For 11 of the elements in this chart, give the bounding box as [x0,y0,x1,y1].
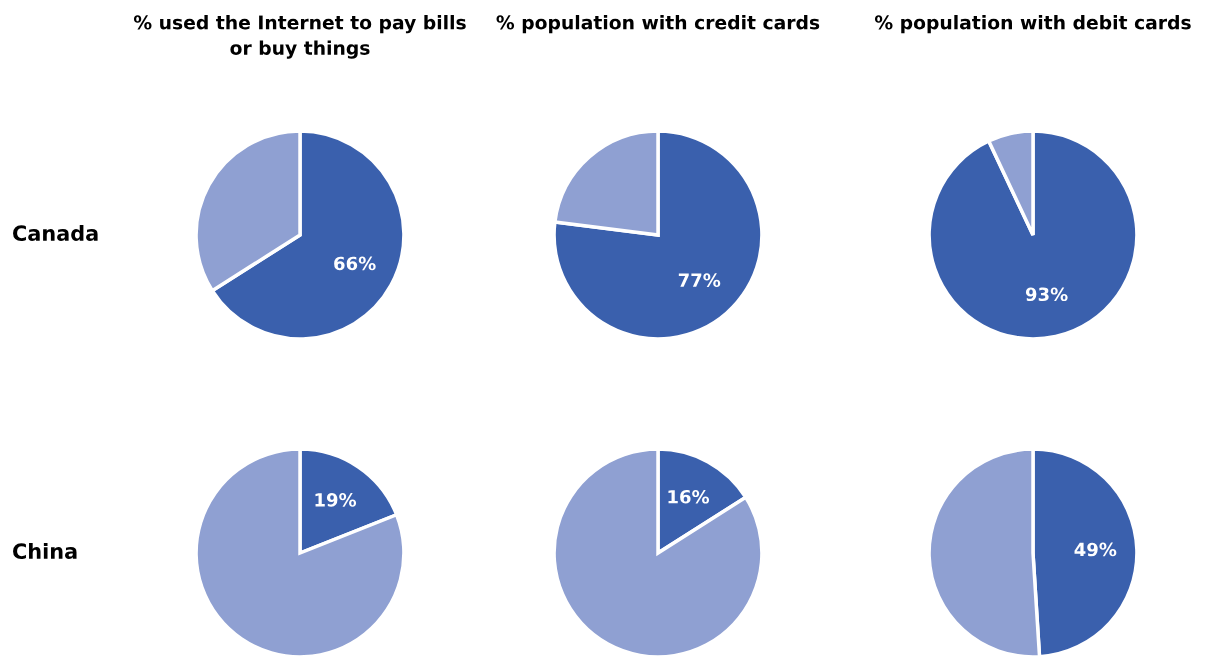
chart-title: % used the Internet to pay bills or buy things [133,15,466,59]
text: China [13,542,77,560]
data-label: 49% [1074,542,1117,557]
data-label: 66% [334,256,376,271]
data-label: 77% [678,273,721,288]
data-label: 16% [668,489,710,504]
text: Canada [13,224,98,242]
data-label: 19% [315,493,357,507]
data-label: 93% [1025,287,1068,302]
chart-title: % population with debit cards [874,15,1191,34]
chart-title: % population with credit cards [496,15,820,34]
